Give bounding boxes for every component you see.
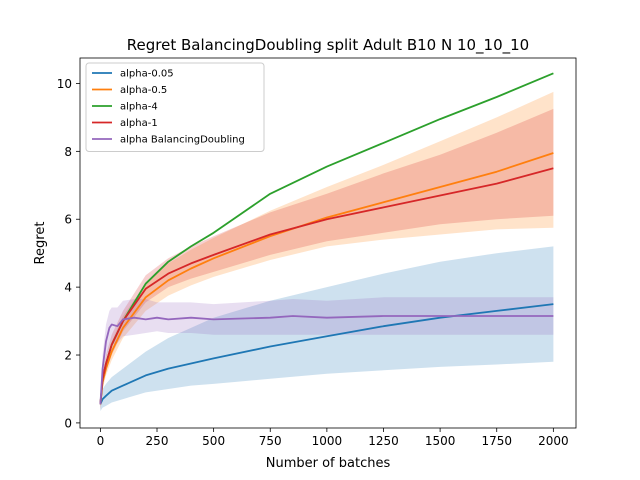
y-tick-label: 0	[64, 416, 72, 430]
series-line-3	[99, 167, 554, 405]
x-tick-label: 1250	[368, 434, 399, 448]
band-4	[100, 297, 554, 410]
series-line-4	[99, 315, 554, 405]
legend-entry: alpha BalancingDoubling	[120, 135, 245, 146]
y-tick-label: 6	[64, 213, 72, 227]
x-tick-label: 750	[259, 434, 282, 448]
legend-entry: alpha-4	[120, 102, 158, 113]
legend: alpha-0.05 alpha-0.5 alpha-4 alpha-1 alpha B…	[85, 62, 265, 152]
y-axis-ticks: 0 2 4 6 8 10	[57, 77, 80, 430]
y-tick-label: 4	[64, 281, 72, 295]
x-tick-label: 1000	[312, 434, 343, 448]
x-tick-label: 1500	[425, 434, 456, 448]
series-line-0	[99, 303, 554, 405]
y-axis-label: Regret	[33, 222, 48, 265]
chart-title: Regret BalancingDoubling split Adult B10…	[127, 36, 529, 55]
legend-box	[85, 62, 265, 152]
legend-entry: alpha-1	[120, 118, 158, 129]
band-1	[100, 91, 554, 410]
band-3	[100, 108, 554, 410]
x-tick-label: 0	[97, 434, 105, 448]
y-tick-label: 8	[64, 145, 72, 159]
x-tick-label: 2000	[538, 434, 569, 448]
x-tick-label: 250	[146, 434, 169, 448]
y-tick-label: 2	[64, 349, 72, 363]
series-lines	[99, 72, 554, 405]
band-0	[100, 246, 554, 411]
plot-frame	[79, 57, 577, 429]
x-tick-label: 500	[202, 434, 225, 448]
y-tick-label: 10	[57, 77, 72, 91]
x-axis-ticks: 0 250 500 750 1000 1250 1500 1750 2000	[97, 428, 569, 448]
confidence-bands	[100, 91, 554, 411]
x-tick-label: 1750	[481, 434, 512, 448]
legend-entry: alpha-0.05	[120, 69, 174, 80]
x-axis-label: Number of batches	[266, 456, 391, 471]
legend-entry: alpha-0.5	[120, 85, 167, 96]
series-line-1	[99, 152, 554, 405]
